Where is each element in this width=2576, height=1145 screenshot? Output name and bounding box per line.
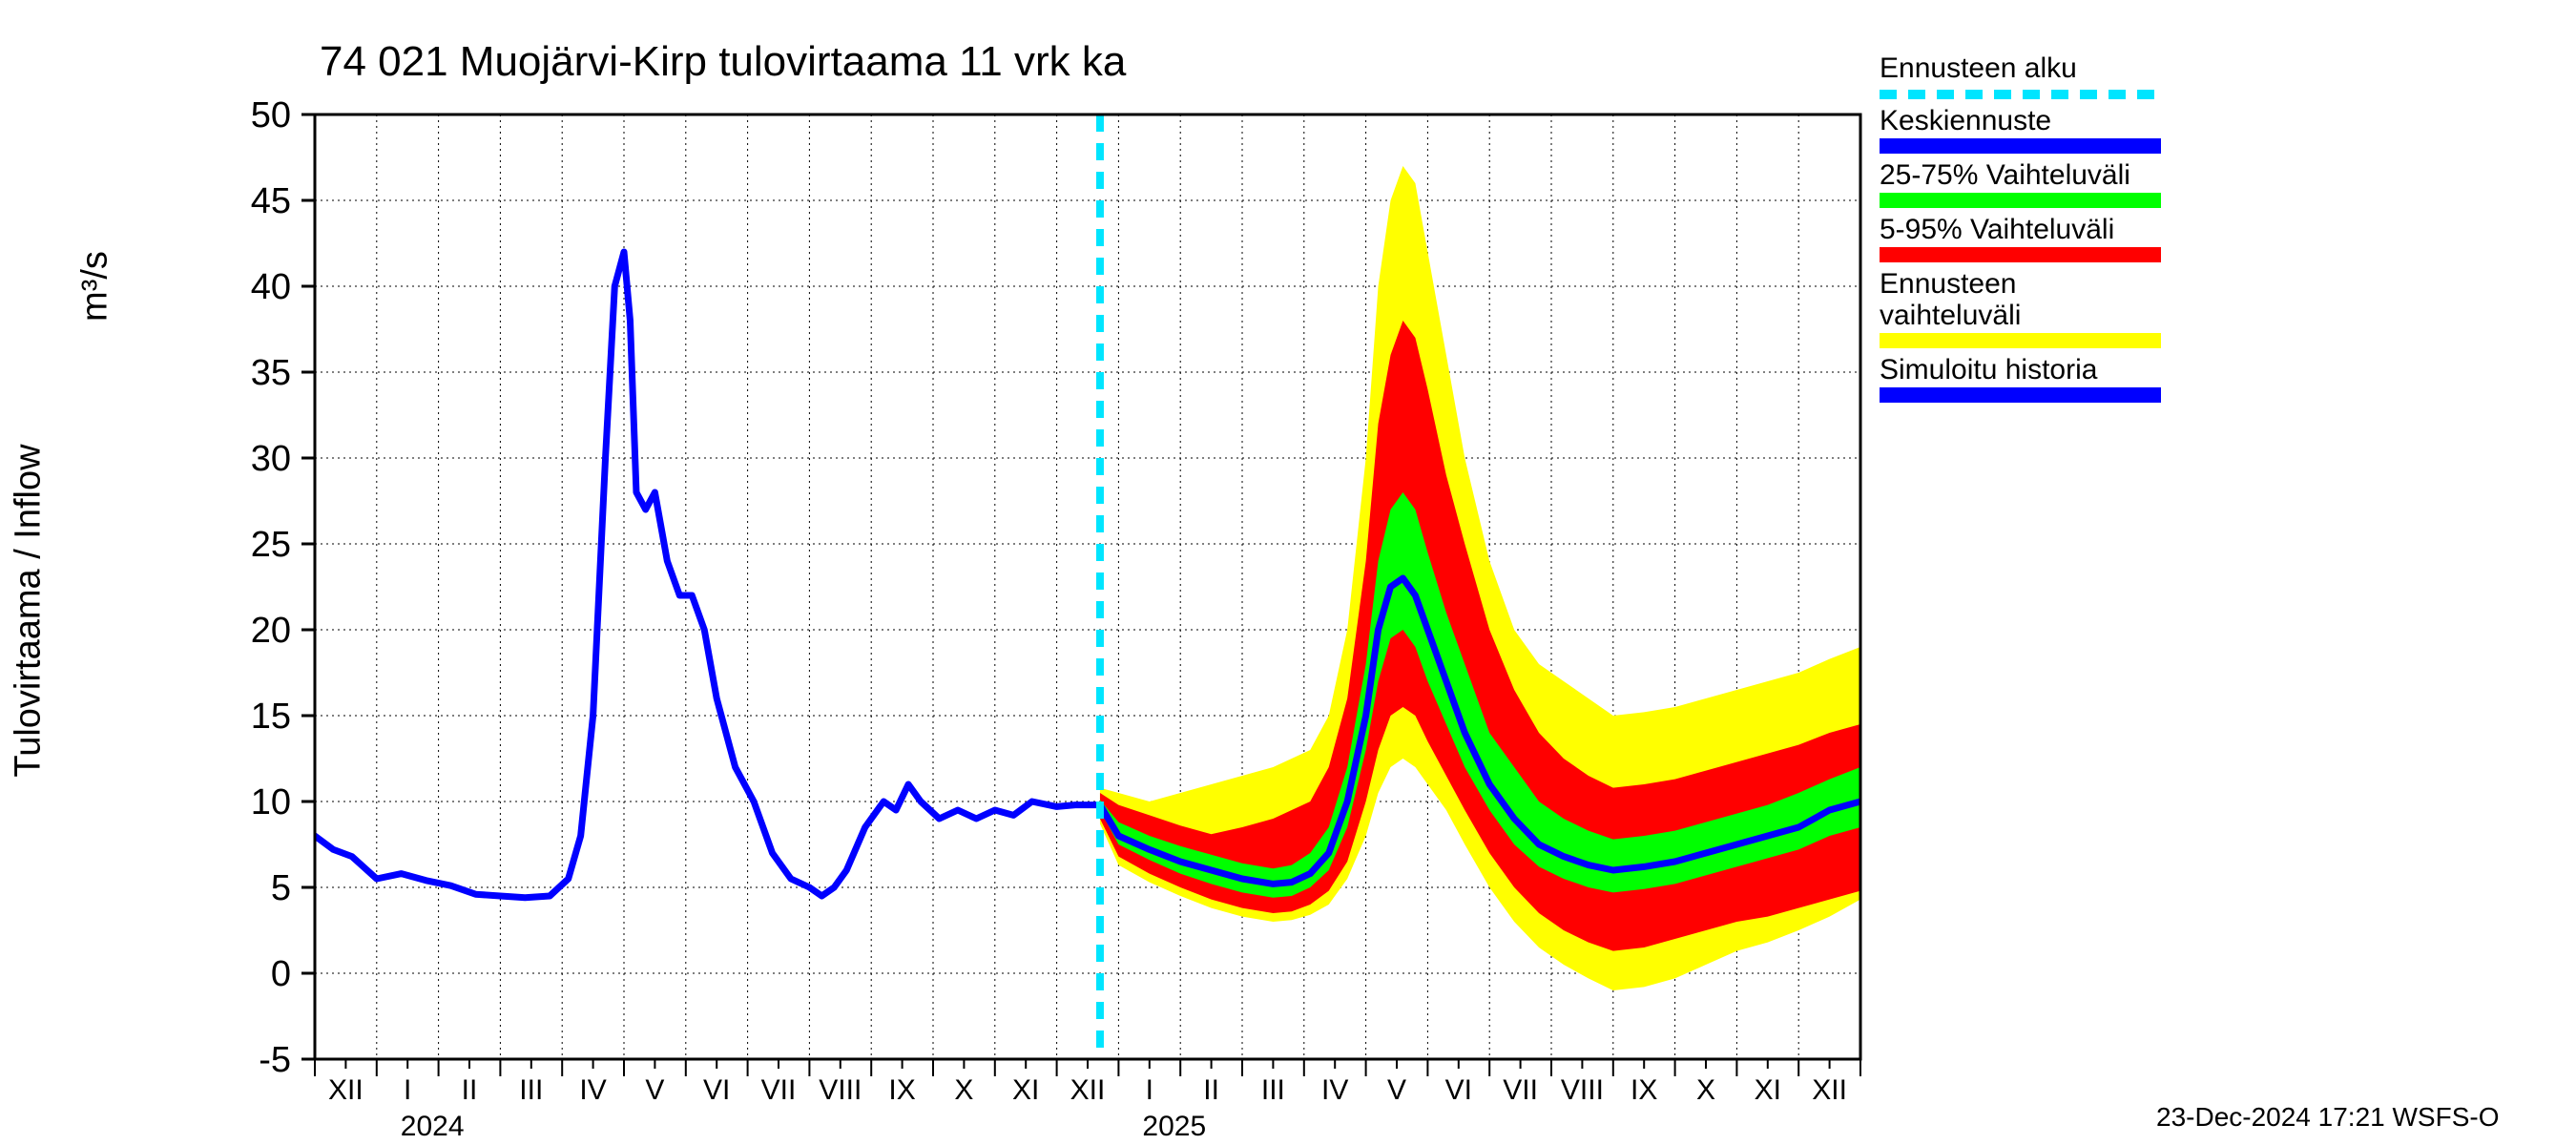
legend-swatch xyxy=(1880,387,2161,403)
bands xyxy=(1100,166,1860,990)
x-month-label: IV xyxy=(579,1074,606,1106)
x-month-label: XII xyxy=(1070,1074,1106,1106)
x-month-label: III xyxy=(1261,1074,1285,1106)
y-tick-label: 15 xyxy=(251,697,291,737)
x-month-label: I xyxy=(404,1074,411,1106)
x-month-label: VIII xyxy=(819,1074,862,1106)
x-month-label: VI xyxy=(703,1074,730,1106)
y-axis-unit: m³/s xyxy=(75,251,116,322)
legend-item: Simuloitu historia xyxy=(1880,354,2161,403)
x-month-label: X xyxy=(954,1074,973,1106)
x-month-label: XII xyxy=(328,1074,364,1106)
x-month-label: VI xyxy=(1445,1074,1472,1106)
legend-item: Ennusteen alku xyxy=(1880,52,2161,99)
legend-label: 5-95% Vaihteluväli xyxy=(1880,214,2161,245)
x-month-label: VIII xyxy=(1561,1074,1604,1106)
legend-item: Keskiennuste xyxy=(1880,105,2161,154)
legend-label: Ennusteen alku xyxy=(1880,52,2161,84)
x-month-label: IX xyxy=(888,1074,915,1106)
x-month-label: II xyxy=(462,1074,478,1106)
chart-title: 74 021 Muojärvi-Kirp tulovirtaama 11 vrk… xyxy=(320,38,1126,86)
x-month-label: VII xyxy=(761,1074,797,1106)
x-month-label: VII xyxy=(1503,1074,1538,1106)
y-tick-label: 50 xyxy=(251,95,291,135)
x-year-label: 2024 xyxy=(401,1111,465,1142)
legend: Ennusteen alku Keskiennuste 25-75% Vaihtel… xyxy=(1880,52,2161,408)
x-month-label: II xyxy=(1203,1074,1219,1106)
y-tick-label: -5 xyxy=(259,1040,291,1080)
legend-label: Simuloitu historia xyxy=(1880,354,2161,385)
x-year-label: 2025 xyxy=(1142,1111,1206,1142)
y-tick-label: 20 xyxy=(251,611,291,651)
chart-container: 74 021 Muojärvi-Kirp tulovirtaama 11 vrk… xyxy=(0,0,2576,1145)
legend-item: Ennusteen vaihteluväli xyxy=(1880,268,2161,348)
y-tick-label: 40 xyxy=(251,267,291,307)
legend-swatch xyxy=(1880,193,2161,208)
x-axis: XIIIIIIIIIVVVIVIIVIIIIXXXIXIIIIIIIIIVVVI… xyxy=(315,1059,1860,1142)
legend-swatch xyxy=(1880,90,2161,99)
legend-label: Keskiennuste xyxy=(1880,105,2161,136)
y-tick-label: 5 xyxy=(271,868,291,908)
history-line xyxy=(315,252,1100,898)
y-axis: -5 0 5 10 15 20 25 30 35 40 45 50 xyxy=(251,95,315,1080)
x-month-label: XII xyxy=(1812,1074,1847,1106)
x-month-label: V xyxy=(645,1074,664,1106)
y-tick-label: 45 xyxy=(251,181,291,221)
x-month-label: XI xyxy=(1012,1074,1039,1106)
legend-swatch xyxy=(1880,138,2161,154)
y-tick-label: 25 xyxy=(251,525,291,565)
legend-swatch xyxy=(1880,333,2161,348)
y-tick-label: 30 xyxy=(251,439,291,479)
legend-swatch xyxy=(1880,247,2161,262)
y-tick-label: 10 xyxy=(251,782,291,822)
x-month-label: V xyxy=(1387,1074,1406,1106)
x-month-label: III xyxy=(519,1074,543,1106)
x-month-label: IX xyxy=(1631,1074,1657,1106)
plot-svg: -505101520253035404550XIIIIIIIIIVVVIVIIV… xyxy=(0,0,2576,1145)
legend-label: 25-75% Vaihteluväli xyxy=(1880,159,2161,191)
legend-item: 25-75% Vaihteluväli xyxy=(1880,159,2161,208)
chart-footer: 23-Dec-2024 17:21 WSFS-O xyxy=(2156,1102,2500,1133)
legend-label: Ennusteen vaihteluväli xyxy=(1880,268,2161,331)
x-month-label: XI xyxy=(1755,1074,1781,1106)
x-month-label: I xyxy=(1146,1074,1153,1106)
y-tick-label: 35 xyxy=(251,353,291,393)
x-month-label: IV xyxy=(1321,1074,1348,1106)
y-axis-label: Tulovirtaama / Inflow xyxy=(9,444,50,777)
x-month-label: X xyxy=(1696,1074,1715,1106)
legend-item: 5-95% Vaihteluväli xyxy=(1880,214,2161,262)
y-tick-label: 0 xyxy=(271,954,291,994)
